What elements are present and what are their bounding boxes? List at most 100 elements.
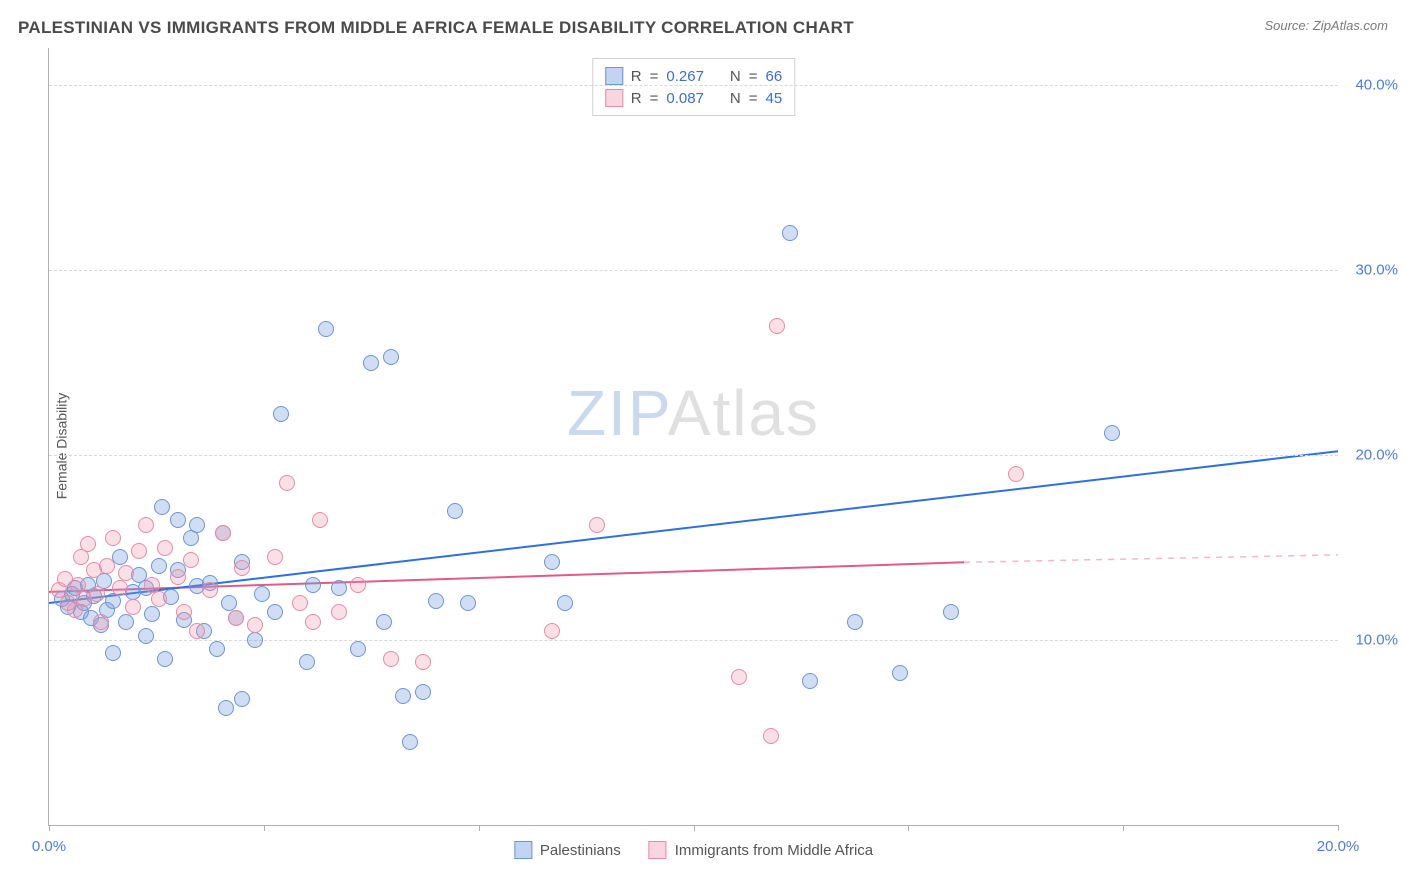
- data-point-s2: [118, 565, 134, 581]
- gridline: [49, 640, 1338, 641]
- data-point-s2: [93, 614, 109, 630]
- data-point-s1: [544, 554, 560, 570]
- source-name: ZipAtlas.com: [1313, 18, 1388, 33]
- data-point-s1: [151, 558, 167, 574]
- data-point-s1: [144, 606, 160, 622]
- data-point-s1: [157, 651, 173, 667]
- trend-line: [964, 555, 1338, 562]
- trend-lines: [49, 48, 1338, 825]
- n-label: N: [730, 68, 741, 85]
- equals: =: [749, 68, 758, 85]
- legend-row-s1: R = 0.267 N = 66: [605, 65, 782, 87]
- data-point-s2: [731, 669, 747, 685]
- data-point-s2: [144, 577, 160, 593]
- swatch-s1: [514, 841, 532, 859]
- data-point-s2: [769, 318, 785, 334]
- data-point-s2: [1008, 466, 1024, 482]
- data-point-s2: [183, 552, 199, 568]
- data-point-s1: [170, 512, 186, 528]
- n-value-s1: 66: [766, 68, 783, 85]
- legend-item-s2: Immigrants from Middle Africa: [649, 841, 873, 859]
- trend-line: [49, 451, 1338, 603]
- data-point-s1: [415, 684, 431, 700]
- data-point-s2: [80, 536, 96, 552]
- data-point-s1: [138, 628, 154, 644]
- data-point-s2: [267, 549, 283, 565]
- data-point-s1: [460, 595, 476, 611]
- y-tick-label: 40.0%: [1355, 77, 1398, 94]
- chart-header: PALESTINIAN VS IMMIGRANTS FROM MIDDLE AF…: [18, 18, 1388, 38]
- data-point-s1: [267, 604, 283, 620]
- x-tick: [908, 825, 909, 831]
- data-point-s2: [247, 617, 263, 633]
- equals: =: [650, 68, 659, 85]
- data-point-s2: [202, 582, 218, 598]
- data-point-s1: [189, 517, 205, 533]
- data-point-s1: [209, 641, 225, 657]
- data-point-s1: [234, 691, 250, 707]
- x-tick-label: 0.0%: [32, 838, 66, 855]
- gridline: [49, 455, 1338, 456]
- data-point-s1: [318, 321, 334, 337]
- data-point-s1: [847, 614, 863, 630]
- x-tick: [479, 825, 480, 831]
- data-point-s1: [105, 645, 121, 661]
- data-point-s1: [273, 406, 289, 422]
- data-point-s1: [383, 349, 399, 365]
- data-point-s2: [215, 525, 231, 541]
- legend-series: Palestinians Immigrants from Middle Afri…: [514, 841, 873, 859]
- data-point-s2: [234, 560, 250, 576]
- x-tick: [264, 825, 265, 831]
- source-attribution: Source: ZipAtlas.com: [1264, 18, 1388, 33]
- data-point-s2: [70, 577, 86, 593]
- y-tick-label: 30.0%: [1355, 262, 1398, 279]
- series-name-s1: Palestinians: [540, 842, 621, 859]
- series-name-s2: Immigrants from Middle Africa: [675, 842, 873, 859]
- y-tick-label: 10.0%: [1355, 632, 1398, 649]
- data-point-s1: [402, 734, 418, 750]
- data-point-s1: [782, 225, 798, 241]
- scatter-chart: ZIPAtlas R = 0.267 N = 66 R = 0.087 N = …: [48, 48, 1338, 826]
- data-point-s1: [331, 580, 347, 596]
- data-point-s1: [254, 586, 270, 602]
- data-point-s2: [138, 517, 154, 533]
- data-point-s2: [763, 728, 779, 744]
- equals: =: [749, 90, 758, 107]
- data-point-s1: [376, 614, 392, 630]
- r-value-s2: 0.087: [666, 90, 704, 107]
- data-point-s2: [89, 586, 105, 602]
- data-point-s1: [395, 688, 411, 704]
- data-point-s2: [228, 610, 244, 626]
- swatch-s1: [605, 67, 623, 85]
- data-point-s2: [112, 580, 128, 596]
- r-label: R: [631, 68, 642, 85]
- x-tick: [1123, 825, 1124, 831]
- n-label: N: [730, 90, 741, 107]
- r-value-s1: 0.267: [666, 68, 704, 85]
- data-point-s2: [544, 623, 560, 639]
- data-point-s2: [383, 651, 399, 667]
- x-tick: [49, 825, 50, 831]
- data-point-s2: [279, 475, 295, 491]
- data-point-s1: [363, 355, 379, 371]
- data-point-s1: [428, 593, 444, 609]
- source-prefix: Source:: [1264, 18, 1312, 33]
- swatch-s2: [605, 89, 623, 107]
- y-tick-label: 20.0%: [1355, 447, 1398, 464]
- n-value-s2: 45: [766, 90, 783, 107]
- swatch-s2: [649, 841, 667, 859]
- data-point-s1: [154, 499, 170, 515]
- x-tick: [1338, 825, 1339, 831]
- x-tick: [694, 825, 695, 831]
- chart-title: PALESTINIAN VS IMMIGRANTS FROM MIDDLE AF…: [18, 18, 854, 38]
- legend-correlation: R = 0.267 N = 66 R = 0.087 N = 45: [592, 58, 795, 116]
- data-point-s2: [99, 558, 115, 574]
- data-point-s2: [131, 543, 147, 559]
- data-point-s1: [118, 614, 134, 630]
- data-point-s1: [943, 604, 959, 620]
- watermark: ZIPAtlas: [567, 376, 820, 450]
- data-point-s1: [299, 654, 315, 670]
- legend-item-s1: Palestinians: [514, 841, 621, 859]
- data-point-s2: [415, 654, 431, 670]
- data-point-s2: [189, 623, 205, 639]
